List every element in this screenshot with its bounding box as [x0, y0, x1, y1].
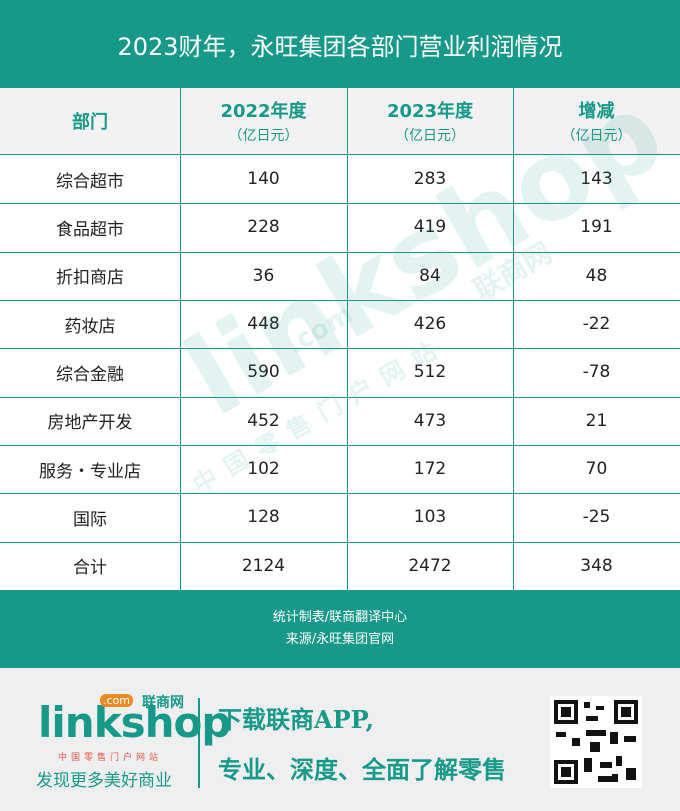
row-divider	[0, 203, 680, 205]
table-cell: 102	[247, 459, 280, 480]
table-cell: 283	[413, 169, 447, 190]
column-header: 2023年度 （亿日元）	[347, 88, 513, 154]
banner-tagline: 发现更多美好商业	[36, 771, 172, 791]
column-label: 2022年度	[220, 101, 307, 122]
table-cell: 191	[580, 217, 613, 238]
column-unit: （亿日元）	[395, 128, 465, 144]
qr-code	[550, 696, 642, 788]
table-cell: 103	[413, 507, 447, 528]
table-cell: 348	[580, 555, 613, 576]
row-divider	[0, 251, 680, 253]
column-unit: （亿日元）	[228, 128, 299, 144]
table-cell: 590	[247, 362, 280, 383]
footer-note: 统计制表/联商翻译中心	[272, 610, 408, 625]
table-cell: -25	[582, 507, 611, 528]
table-cell: 48	[585, 265, 608, 286]
row-divider	[0, 396, 680, 398]
row-divider	[0, 348, 680, 350]
table-cell: 2124	[241, 555, 286, 576]
banner-promo: 专业、深度、全面了解零售	[218, 755, 506, 784]
table-cell: 143	[580, 169, 613, 190]
table-cell: 172	[413, 459, 447, 480]
divider	[198, 698, 200, 788]
table-cell: 服务・专业店	[39, 461, 141, 482]
row-divider	[0, 445, 680, 446]
row-divider	[0, 493, 680, 495]
table-body: 综合超市 140 283 143 食品超市 228 419 191 折扣商店 36 84 48 药妆店 4…	[0, 155, 680, 590]
table-cell: 药妆店	[64, 316, 116, 337]
table-cell: 国际	[73, 509, 107, 530]
table-cell: 473	[413, 410, 447, 431]
banner: linkshop .com 联商网 中国零售门户网站 发现更多美好商业 下载联商…	[0, 668, 680, 811]
column-divider	[513, 88, 514, 590]
column-unit: （亿日元）	[561, 128, 632, 144]
column-divider	[180, 88, 181, 590]
table-cell: 426	[413, 314, 447, 335]
banner-brand: 联商网	[142, 695, 184, 711]
table-cell: 食品超市	[56, 219, 124, 240]
table-cell: 综合超市	[56, 171, 124, 192]
table-cell: 452	[247, 410, 280, 431]
column-label: 部门	[72, 112, 108, 133]
table-cell: 36	[252, 265, 275, 286]
table-cell: 419	[413, 217, 447, 238]
table-cell: 21	[585, 410, 608, 431]
column-header: 部门	[0, 88, 180, 154]
table-header: 部门 2022年度 （亿日元） 2023年度 （亿日元） 增减 （亿日元）	[0, 88, 680, 155]
footer: 统计制表/联商翻译中心 来源/永旺集团官网	[0, 590, 680, 668]
table-cell: 448	[247, 314, 280, 335]
title: 2023财年，永旺集团各部门营业利润情况	[0, 0, 680, 88]
banner-logo: linkshop	[38, 698, 231, 747]
table-cell: 228	[247, 217, 280, 238]
table-cell: 84	[419, 265, 441, 286]
column-label: 增减	[578, 101, 615, 122]
column-divider	[347, 88, 348, 590]
table-cell: 2472	[408, 555, 452, 576]
table-cell: 512	[413, 362, 447, 383]
banner-dotcom: .com	[100, 694, 133, 707]
table-cell: 合计	[73, 558, 107, 579]
column-label: 2023年度	[386, 101, 474, 122]
table-cell: 128	[247, 507, 280, 528]
banner-slogan: 中国零售门户网站	[58, 753, 163, 763]
column-header: 2022年度 （亿日元）	[180, 88, 347, 154]
footer-note: 来源/永旺集团官网	[285, 632, 395, 647]
table-cell: 折扣商店	[56, 268, 124, 289]
column-header: 增减 （亿日元）	[513, 88, 680, 154]
row-divider	[0, 541, 680, 543]
table-cell: -22	[582, 314, 611, 335]
banner-promo: 下载联商APP,	[218, 705, 374, 734]
table-cell: 70	[585, 459, 608, 480]
table-cell: 房地产开发	[47, 413, 133, 434]
table-cell: -78	[582, 362, 611, 383]
table-cell: 综合金融	[56, 364, 124, 385]
row-divider	[0, 300, 680, 301]
table-cell: 140	[247, 169, 280, 190]
